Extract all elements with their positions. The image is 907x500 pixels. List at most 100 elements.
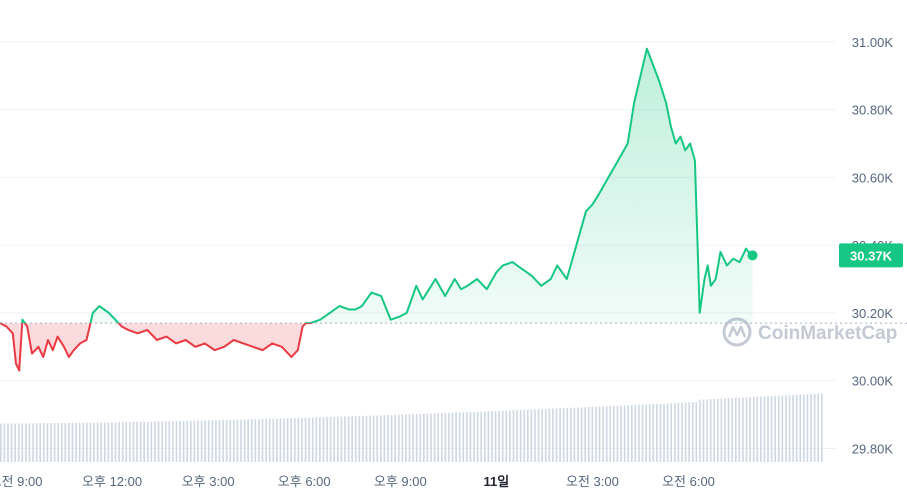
y-tick-label-5: 30.00K <box>852 374 894 389</box>
volume-bar <box>767 396 769 462</box>
volume-bar <box>516 410 518 462</box>
volume-bar <box>182 420 185 462</box>
volume-bar <box>315 417 318 462</box>
volume-bar <box>3 423 6 462</box>
volume-bar <box>326 417 328 462</box>
volume-bar <box>745 397 748 462</box>
volume-bar <box>691 402 694 462</box>
current-price-dot <box>747 250 758 261</box>
volume-bar <box>645 404 647 462</box>
price-area-down <box>0 323 753 371</box>
volume-bar <box>103 422 106 462</box>
volume-bar <box>35 423 38 462</box>
volume-bar <box>337 416 339 462</box>
volume-bar <box>570 407 572 462</box>
volume-bar <box>146 421 149 462</box>
x-tick-label-6: 오전 3:00 <box>566 474 619 489</box>
volume-bar <box>372 415 375 462</box>
volume-bar <box>340 416 343 462</box>
volume-bar <box>107 422 110 462</box>
volume-bar <box>756 396 759 462</box>
volume-bar <box>548 408 551 462</box>
volume-bar <box>197 420 199 462</box>
volume-bar <box>301 417 303 462</box>
volume-bar <box>247 419 249 462</box>
volume-bar <box>211 420 214 462</box>
volume-bar <box>200 420 203 462</box>
volume-bar <box>433 413 436 462</box>
volume-bar <box>448 412 450 462</box>
volume-bar <box>82 422 85 462</box>
volume-bar <box>616 405 619 462</box>
volume-bar <box>623 405 626 462</box>
volume-bar <box>229 419 232 462</box>
x-tick-label-0: 오전 9:00 <box>0 474 42 489</box>
volume-bar <box>100 422 102 462</box>
volume-bar <box>731 398 733 462</box>
volume-bar <box>111 422 113 462</box>
volume-bar <box>46 423 49 462</box>
y-tick-label-0: 31.00K <box>852 35 894 50</box>
volume-bar <box>268 418 271 462</box>
x-tick-label-7: 오전 6:00 <box>662 474 715 489</box>
volume-bar <box>577 407 579 462</box>
volume-bar <box>243 419 246 462</box>
volume-bar <box>483 411 486 462</box>
volume-bar <box>466 412 468 462</box>
volume-bar <box>329 416 332 462</box>
volume-bar <box>706 399 708 462</box>
volume-bar <box>190 420 192 462</box>
volume-bar <box>584 407 586 462</box>
volume-bar <box>709 399 712 462</box>
volume-bar <box>455 412 457 462</box>
volume-bar <box>311 417 314 462</box>
volume-bar <box>473 411 475 462</box>
volume-bar <box>53 423 56 462</box>
volume-bar <box>304 417 307 462</box>
volume-bar <box>509 410 511 462</box>
volume-bar <box>157 421 160 462</box>
volume-bar <box>50 423 52 462</box>
volume-bar <box>344 416 346 462</box>
volume-bar <box>480 411 483 462</box>
volume-bar <box>293 418 296 462</box>
volume-bar <box>609 406 612 462</box>
volume-bar <box>681 402 683 462</box>
volume-bar <box>354 416 357 462</box>
volume-bar <box>233 419 235 462</box>
volume-bar <box>699 399 701 462</box>
x-tick-label-2: 오후 3:00 <box>182 474 235 489</box>
volume-bar <box>498 410 500 462</box>
volume-bar <box>444 413 447 462</box>
volume-bar <box>487 411 490 462</box>
volume-bar <box>290 418 292 462</box>
price-line <box>0 47 753 372</box>
volume-bar <box>279 418 282 462</box>
volume-bar <box>347 416 350 462</box>
volume-bar <box>774 395 776 462</box>
volume-bar <box>785 395 787 462</box>
y-tick-label-4: 30.20K <box>852 306 894 321</box>
volume-bar <box>114 422 117 462</box>
volume-bar <box>440 413 443 462</box>
volume-bar <box>430 413 432 462</box>
volume-bar <box>742 397 744 462</box>
volume-bar <box>724 398 726 462</box>
volume-bar <box>752 397 755 462</box>
volume-bar <box>494 411 497 462</box>
volume-bar <box>369 415 371 462</box>
volume-bar <box>451 412 454 462</box>
volume-bar <box>512 410 515 462</box>
volume-bar <box>322 417 325 462</box>
volume-bar <box>462 412 465 462</box>
volume-bar <box>562 408 565 462</box>
volume-bar <box>175 421 178 462</box>
volume-bar <box>0 423 2 462</box>
volume-bar <box>172 421 174 462</box>
volume-bar <box>666 403 669 462</box>
current-price-badge: 30.37K <box>839 243 903 268</box>
volume-bar <box>602 406 604 462</box>
volume-bar <box>222 420 224 462</box>
